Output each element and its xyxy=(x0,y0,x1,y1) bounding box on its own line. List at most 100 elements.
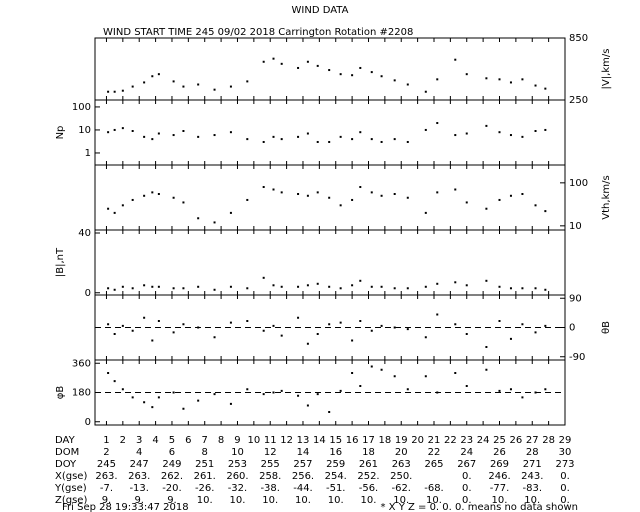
y-tick-label: 360 xyxy=(72,358,91,369)
data-point xyxy=(197,83,200,86)
table-cell: -26. xyxy=(195,483,215,494)
data-point xyxy=(246,320,249,322)
data-point xyxy=(465,132,468,135)
data-point xyxy=(262,140,265,143)
table-cell: 267 xyxy=(457,459,476,470)
data-point xyxy=(151,75,154,78)
data-point xyxy=(359,66,362,69)
table-cell: 21 xyxy=(428,435,441,446)
data-point xyxy=(509,81,512,84)
data-point xyxy=(521,396,524,399)
table-cell: 273 xyxy=(555,459,574,470)
data-point xyxy=(297,285,300,288)
data-point xyxy=(424,375,427,378)
row-label: X(gse) xyxy=(55,471,87,482)
data-point xyxy=(213,134,216,137)
data-point xyxy=(246,388,249,391)
data-point xyxy=(521,135,524,138)
table-cell: 245 xyxy=(97,459,116,470)
table-cell: -56. xyxy=(359,483,379,494)
data-point xyxy=(213,88,216,91)
table-cell: 12 xyxy=(280,435,293,446)
y-tick-label: 250 xyxy=(569,95,588,106)
table-cell: 10. xyxy=(361,495,377,506)
table-cell: 250. xyxy=(390,471,412,482)
table-cell: -7. xyxy=(100,483,113,494)
row-label: Y(gse) xyxy=(54,483,87,494)
data-point xyxy=(509,194,512,197)
table-cell: 265 xyxy=(424,459,443,470)
data-point xyxy=(328,323,331,326)
row-label: DOY xyxy=(55,459,77,470)
data-point xyxy=(351,74,354,77)
data-point xyxy=(351,372,354,374)
footer-date: Fri Sep 28 19:33:47 2018 xyxy=(62,502,189,512)
table-cell: 9 xyxy=(234,435,240,446)
data-point xyxy=(509,337,512,340)
data-point xyxy=(406,196,409,199)
table-cell: -62. xyxy=(391,483,411,494)
data-point xyxy=(280,62,283,65)
table-cell: 28 xyxy=(542,435,555,446)
y-axis-label: |V|,km/s xyxy=(601,49,612,90)
data-point xyxy=(534,391,537,394)
data-point xyxy=(316,140,319,143)
table-cell: -38. xyxy=(260,483,280,494)
table-cell: 255 xyxy=(261,459,280,470)
table-cell: 22 xyxy=(428,447,441,458)
data-point xyxy=(359,186,362,189)
footer-note: * X Y Z = 0. 0. 0. means no data shown xyxy=(380,502,578,512)
table-cell: 263 xyxy=(392,459,411,470)
data-point xyxy=(151,285,154,288)
data-point xyxy=(316,191,319,194)
data-point xyxy=(370,365,373,368)
table-cell: 20 xyxy=(395,447,408,458)
data-point xyxy=(509,388,512,391)
data-point xyxy=(262,60,265,63)
data-point xyxy=(393,375,396,378)
data-point xyxy=(544,388,547,391)
data-point xyxy=(339,73,342,76)
data-point xyxy=(424,90,427,93)
data-point xyxy=(351,138,354,141)
table-cell: 0. xyxy=(462,471,472,482)
table-cell: 10. xyxy=(426,495,442,506)
table-cell: -32. xyxy=(228,483,248,494)
data-point xyxy=(121,285,124,288)
table-cell: 258. xyxy=(259,471,281,482)
data-point xyxy=(544,324,547,327)
y-tick-label: 0 xyxy=(85,288,91,299)
data-point xyxy=(107,131,110,134)
data-point xyxy=(339,135,342,138)
data-point xyxy=(380,324,383,327)
data-point xyxy=(534,204,537,207)
table-cell: 13 xyxy=(297,435,310,446)
table-cell: 0. xyxy=(560,483,570,494)
data-point xyxy=(351,284,354,287)
data-point xyxy=(380,140,383,143)
data-point xyxy=(498,285,501,288)
table-cell: 10. xyxy=(492,495,508,506)
y-tick-label: 40 xyxy=(78,228,91,239)
table-cell: 17 xyxy=(362,435,375,446)
table-cell: 28 xyxy=(526,447,539,458)
y-tick-label: 90 xyxy=(569,293,582,304)
data-point xyxy=(280,334,283,337)
table-cell: 261 xyxy=(359,459,378,470)
data-point xyxy=(351,198,354,201)
data-point xyxy=(424,285,427,288)
data-point xyxy=(197,285,200,288)
y-tick-label: 180 xyxy=(72,388,91,399)
data-point xyxy=(406,328,409,331)
data-point xyxy=(172,134,175,137)
data-point xyxy=(113,333,116,335)
table-cell: 4 xyxy=(152,435,158,446)
y-axis-label: Vth,km/s xyxy=(601,175,612,219)
data-point xyxy=(521,323,524,326)
data-point xyxy=(157,193,160,196)
data-point xyxy=(406,388,409,391)
data-point xyxy=(534,130,537,132)
table-cell: 22 xyxy=(444,435,457,446)
table-cell: -44. xyxy=(293,483,313,494)
table-cell: -83. xyxy=(522,483,542,494)
